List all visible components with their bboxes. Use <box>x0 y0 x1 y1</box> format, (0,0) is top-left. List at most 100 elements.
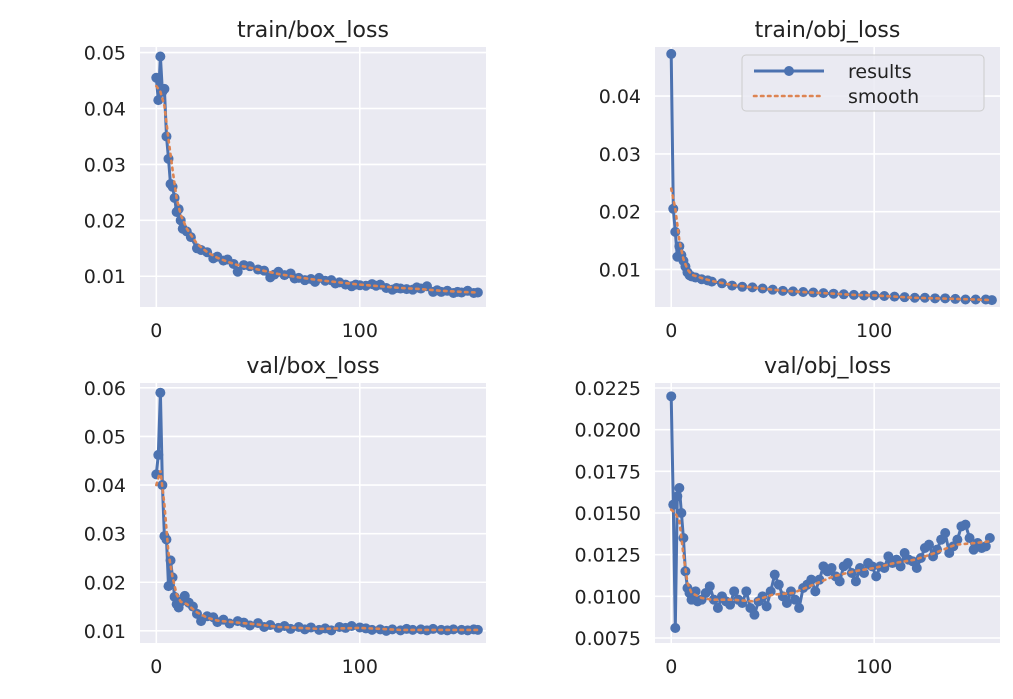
results-point <box>794 603 805 613</box>
results-point <box>151 72 162 83</box>
results-point <box>712 603 723 613</box>
y-tick-label: 0.06 <box>84 378 126 400</box>
y-tick-label: 0.03 <box>84 524 126 546</box>
y-tick-label: 0.03 <box>84 154 126 176</box>
results-point <box>159 83 170 94</box>
results-point <box>769 569 780 580</box>
results-point <box>790 594 801 605</box>
results-point <box>895 561 906 572</box>
y-tick-label: 0.04 <box>599 86 641 108</box>
y-tick-label: 0.0075 <box>575 628 641 650</box>
x-tick-label: 100 <box>856 656 892 678</box>
results-point <box>761 601 772 612</box>
results-point <box>952 534 963 545</box>
results-point <box>690 586 701 597</box>
results-point <box>676 508 687 518</box>
y-tick-label: 0.01 <box>84 266 126 288</box>
results-point <box>773 579 784 590</box>
x-tick-label: 0 <box>150 320 162 342</box>
subplot-title: train/box_loss <box>237 18 389 43</box>
smooth-line <box>155 84 480 294</box>
results-point <box>911 563 922 573</box>
y-tick-label: 0.05 <box>84 426 126 448</box>
results-point <box>879 291 890 302</box>
results-point <box>747 282 758 293</box>
results-point <box>305 622 316 633</box>
results-point <box>668 499 679 510</box>
results-point <box>670 623 681 633</box>
x-tick-label: 100 <box>856 320 892 342</box>
subplot-3: val/box_loss 0.01 0.02 0.03 0.04 0.05 0.06 0 100 <box>84 354 486 678</box>
plot-area <box>140 47 486 307</box>
results-point <box>950 293 961 304</box>
results-point <box>704 581 715 592</box>
results-point <box>970 294 981 305</box>
subplot-title: train/obj_loss <box>755 18 901 43</box>
results-point <box>725 599 736 610</box>
y-tick-label: 0.0225 <box>575 378 641 400</box>
results-point <box>871 571 882 582</box>
series-layer <box>151 51 483 299</box>
plot-area <box>140 383 486 643</box>
results-point <box>672 491 683 502</box>
y-tick-label: 0.01 <box>84 621 126 643</box>
results-point <box>472 287 483 298</box>
results-point <box>674 483 685 493</box>
subplot-title: val/box_loss <box>246 354 379 379</box>
results-point <box>781 598 792 608</box>
legend-smooth-label: smooth <box>848 86 919 108</box>
results-point <box>155 51 166 62</box>
x-tick-label: 0 <box>665 656 677 678</box>
y-tick-label: 0.04 <box>84 99 126 121</box>
results-point <box>167 572 178 583</box>
results-point <box>765 586 776 597</box>
y-tick-label: 0.02 <box>84 572 126 594</box>
results-point <box>842 558 853 568</box>
results-point <box>163 581 174 592</box>
y-tick-label: 0.0150 <box>575 503 641 525</box>
x-tick-label: 100 <box>342 656 378 678</box>
series-layer <box>151 387 483 636</box>
smooth-line <box>155 470 480 632</box>
results-point <box>806 574 817 585</box>
results-point <box>232 266 243 277</box>
results-point <box>859 290 870 301</box>
results-point <box>228 258 239 269</box>
results-point <box>838 289 849 300</box>
y-tick-label: 0.0200 <box>575 420 641 442</box>
results-point <box>850 576 861 587</box>
y-tick-label: 0.0100 <box>575 586 641 608</box>
y-tick-label: 0.02 <box>84 210 126 232</box>
results-point <box>964 533 975 543</box>
results-point <box>834 576 845 587</box>
x-tick-label: 0 <box>665 320 677 342</box>
y-tick-label: 0.0175 <box>575 461 641 483</box>
series-layer <box>666 391 995 633</box>
results-point <box>859 568 870 578</box>
results-point <box>826 563 837 573</box>
subplot-2: train/obj_loss 0.01 0.02 0.03 0.04 0 100 result… <box>599 18 1000 342</box>
subplot-4: val/obj_loss 0.0075 0.0100 0.0125 0.0150 0.01… <box>575 354 1000 678</box>
results-point <box>666 48 677 59</box>
y-tick-label: 0.03 <box>599 144 641 166</box>
y-tick-label: 0.01 <box>599 259 641 281</box>
smooth-line <box>669 187 994 302</box>
results-point <box>729 586 740 597</box>
legend: results smooth <box>741 54 985 112</box>
results-point <box>155 387 166 398</box>
results-point <box>986 295 997 306</box>
results-point <box>923 539 934 550</box>
results-point <box>940 528 951 538</box>
legend-results-label: results <box>848 61 912 83</box>
results-point <box>187 601 198 612</box>
y-tick-label: 0.02 <box>599 202 641 224</box>
results-point <box>960 519 971 530</box>
smooth-line <box>669 508 992 603</box>
subplot-1: train/box_loss 0.01 0.02 0.03 0.04 0.05 0 100 <box>84 18 486 342</box>
results-point <box>980 541 991 552</box>
subplot-title: val/obj_loss <box>764 354 891 379</box>
legend-results-marker <box>784 66 794 76</box>
results-point <box>757 591 768 602</box>
results-point <box>767 284 778 295</box>
